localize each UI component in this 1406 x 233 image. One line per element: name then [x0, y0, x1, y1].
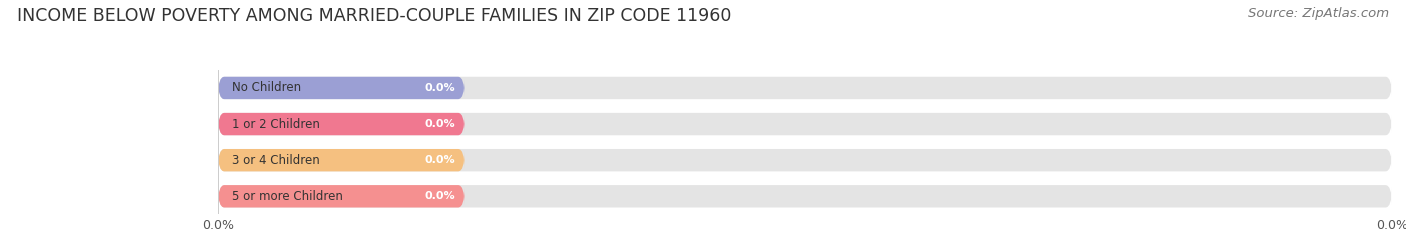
Text: 0.0%: 0.0% [425, 191, 456, 201]
Text: 5 or more Children: 5 or more Children [232, 190, 343, 203]
FancyBboxPatch shape [218, 185, 464, 208]
FancyBboxPatch shape [218, 113, 1392, 135]
Text: No Children: No Children [232, 82, 301, 94]
Text: 0.0%: 0.0% [425, 119, 456, 129]
FancyBboxPatch shape [218, 149, 464, 171]
FancyBboxPatch shape [218, 113, 464, 135]
Text: INCOME BELOW POVERTY AMONG MARRIED-COUPLE FAMILIES IN ZIP CODE 11960: INCOME BELOW POVERTY AMONG MARRIED-COUPL… [17, 7, 731, 25]
Text: 0.0%: 0.0% [425, 155, 456, 165]
FancyBboxPatch shape [218, 185, 1392, 208]
Text: Source: ZipAtlas.com: Source: ZipAtlas.com [1249, 7, 1389, 20]
Text: 1 or 2 Children: 1 or 2 Children [232, 118, 321, 130]
FancyBboxPatch shape [218, 149, 1392, 171]
FancyBboxPatch shape [218, 77, 1392, 99]
FancyBboxPatch shape [218, 77, 464, 99]
Text: 3 or 4 Children: 3 or 4 Children [232, 154, 319, 167]
Text: 0.0%: 0.0% [425, 83, 456, 93]
